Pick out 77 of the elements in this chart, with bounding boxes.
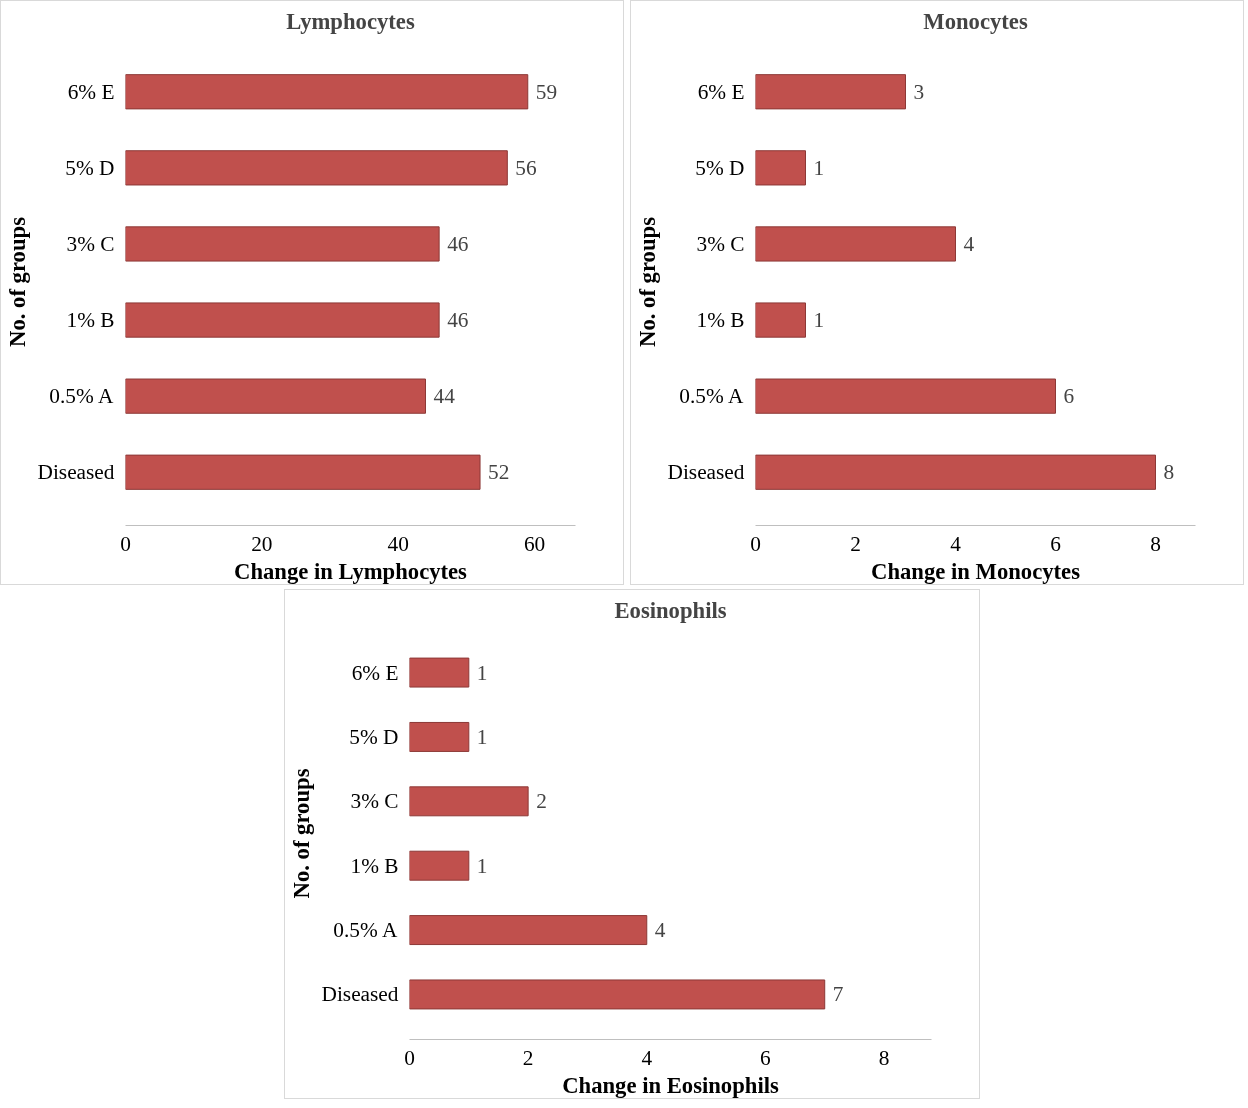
bar bbox=[755, 302, 806, 338]
y-tick-label: 5% D bbox=[65, 155, 115, 180]
x-tick-label: 0 bbox=[404, 1045, 415, 1070]
y-tick-label: 0.5% A bbox=[333, 918, 398, 943]
y-tick-label: 1% B bbox=[350, 853, 399, 878]
data-label: 1 bbox=[476, 724, 488, 749]
y-tick-label: 0.5% A bbox=[49, 384, 114, 409]
x-tick-label: 60 bbox=[523, 531, 546, 556]
data-label: 56 bbox=[515, 155, 537, 180]
y-axis-title: No. of groups bbox=[4, 216, 30, 347]
x-axis-title: Change in Eosinophils bbox=[562, 1072, 779, 1098]
y-tick-label: 6% E bbox=[351, 660, 399, 685]
y-tick-label: 3% C bbox=[696, 231, 745, 256]
x-tick-label: 8 bbox=[1150, 531, 1161, 556]
bar bbox=[755, 74, 906, 110]
y-tick-label: Diseased bbox=[321, 982, 399, 1007]
bar bbox=[755, 378, 1056, 414]
bar bbox=[409, 657, 470, 688]
chart-title: Eosinophils bbox=[614, 597, 727, 623]
y-tick-label: 5% D bbox=[349, 724, 399, 749]
data-label: 52 bbox=[488, 460, 510, 485]
y-tick-label: 5% D bbox=[695, 155, 745, 180]
y-tick-label: Diseased bbox=[37, 460, 115, 485]
bar bbox=[755, 226, 956, 262]
y-tick-label: 6% E bbox=[697, 79, 745, 104]
x-tick-label: 2 bbox=[850, 531, 861, 556]
x-axis-title: Change in Monocytes bbox=[871, 558, 1081, 584]
data-label: 8 bbox=[1163, 460, 1175, 485]
y-tick-label: 0.5% A bbox=[679, 384, 744, 409]
y-tick-label: Diseased bbox=[667, 460, 745, 485]
x-tick-label: 20 bbox=[251, 531, 273, 556]
data-label: 4 bbox=[963, 231, 975, 256]
x-tick-label: 40 bbox=[387, 531, 409, 556]
x-tick-label: 4 bbox=[950, 531, 962, 556]
y-tick-label: 3% C bbox=[350, 789, 399, 814]
y-axis-title: No. of groups bbox=[634, 216, 660, 347]
y-tick-label: 1% B bbox=[696, 308, 745, 333]
y-tick-label: 1% B bbox=[66, 308, 115, 333]
bar bbox=[409, 915, 648, 946]
data-label: 1 bbox=[813, 155, 825, 180]
data-label: 46 bbox=[447, 231, 469, 256]
bar bbox=[125, 302, 440, 338]
x-tick-label: 8 bbox=[878, 1045, 890, 1070]
y-tick-label: 6% E bbox=[67, 79, 115, 104]
x-tick-label: 2 bbox=[522, 1045, 534, 1070]
bar bbox=[125, 454, 481, 490]
x-tick-label: 6 bbox=[760, 1045, 772, 1070]
bar bbox=[125, 74, 529, 110]
data-label: 2 bbox=[536, 789, 547, 814]
data-label: 46 bbox=[447, 308, 469, 333]
bar bbox=[409, 979, 826, 1010]
data-label: 44 bbox=[433, 384, 456, 409]
data-label: 1 bbox=[813, 308, 825, 333]
y-axis-title: No. of groups bbox=[288, 768, 314, 899]
data-label: 6 bbox=[1063, 384, 1075, 409]
bar bbox=[125, 378, 426, 414]
x-axis-title: Change in Lymphocytes bbox=[234, 558, 468, 584]
x-tick-label: 6 bbox=[1050, 531, 1062, 556]
bar bbox=[409, 721, 470, 752]
chart-title: Lymphocytes bbox=[286, 8, 415, 34]
bar bbox=[125, 226, 440, 262]
y-tick-label: 3% C bbox=[66, 231, 115, 256]
bar bbox=[409, 850, 470, 881]
data-label: 1 bbox=[476, 660, 488, 685]
bar bbox=[755, 454, 1156, 490]
data-label: 7 bbox=[832, 982, 844, 1007]
data-label: 4 bbox=[654, 918, 666, 943]
bar bbox=[409, 786, 529, 817]
data-label: 59 bbox=[535, 79, 558, 104]
bar bbox=[125, 150, 508, 186]
x-tick-label: 4 bbox=[641, 1045, 653, 1070]
data-label: 3 bbox=[913, 79, 925, 104]
chart-title: Monocytes bbox=[923, 8, 1028, 34]
data-label: 1 bbox=[476, 853, 488, 878]
x-tick-label: 0 bbox=[750, 531, 761, 556]
bar bbox=[755, 150, 806, 186]
x-tick-label: 0 bbox=[120, 531, 131, 556]
